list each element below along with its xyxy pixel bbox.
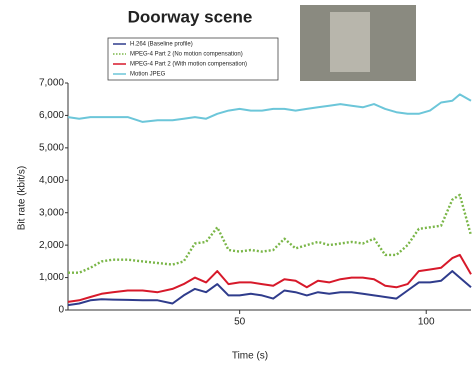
y-tick-label: 7,000 (39, 78, 64, 89)
x-tick-label: 50 (234, 317, 246, 328)
series-line (68, 94, 471, 122)
y-tick-label: 6,000 (39, 110, 64, 121)
y-tick-label: 4,000 (39, 175, 64, 186)
series-line (68, 195, 471, 273)
legend-label: MPEG-4 Part 2 (With motion compensation) (130, 62, 247, 68)
x-axis-label: Time (s) (232, 351, 268, 362)
y-tick-label: 0 (58, 305, 64, 316)
x-tick-label: 100 (418, 317, 435, 328)
y-axis-label: Bit rate (kbit/s) (17, 166, 28, 230)
y-tick-label: 2,000 (39, 240, 64, 251)
y-tick-label: 1,000 (39, 272, 64, 283)
y-tick-label: 3,000 (39, 207, 64, 218)
photo-detail (330, 12, 370, 72)
page: Doorway scene Time (s) Bit rate (kbit/s)… (0, 0, 473, 370)
chart: Doorway scene Time (s) Bit rate (kbit/s)… (0, 0, 473, 370)
chart-title: Doorway scene (128, 7, 253, 26)
series-line (68, 255, 471, 302)
legend-label: MPEG-4 Part 2 (No motion compensation) (130, 52, 243, 58)
legend-label: Motion JPEG (130, 72, 166, 78)
legend-label: H.264 (Baseline profile) (130, 42, 193, 48)
series-line (68, 271, 471, 305)
y-tick-label: 5,000 (39, 142, 64, 153)
